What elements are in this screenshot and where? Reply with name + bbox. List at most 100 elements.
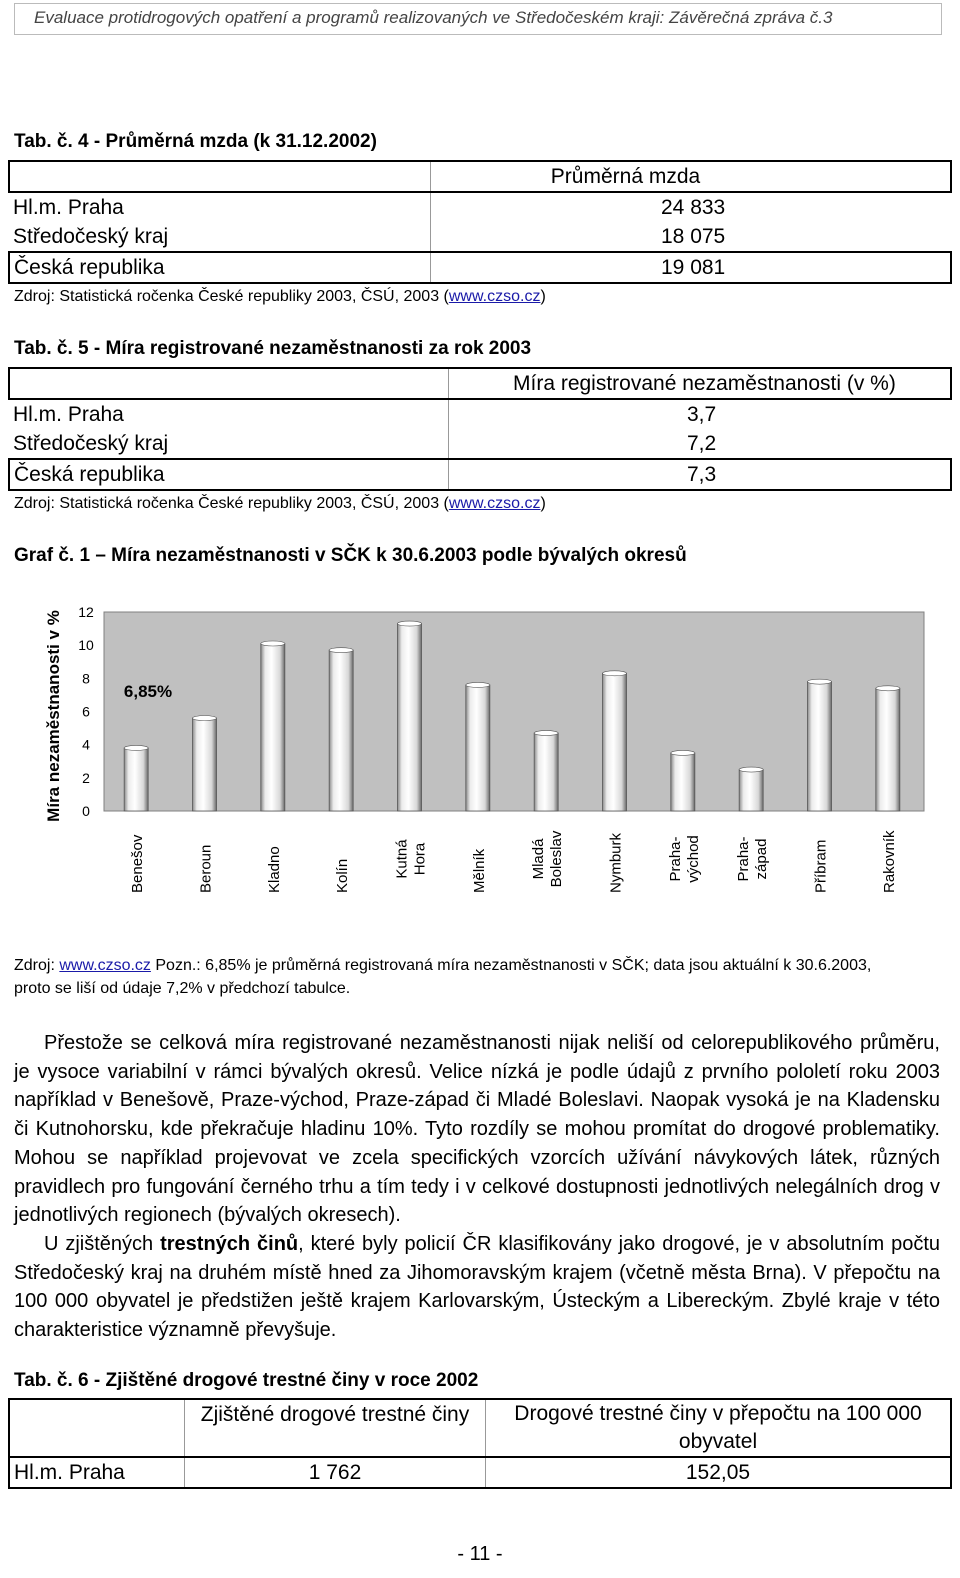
paragraph: Přestože se celková míra registrované ne… <box>14 1032 940 1227</box>
bar <box>738 769 764 812</box>
bar <box>192 717 217 812</box>
x-tick-label-line: Praha- <box>667 836 684 881</box>
x-tick-label: Kladno <box>266 846 283 893</box>
x-tick-label-line: Kutná <box>394 839 411 879</box>
tab4-row-value: 19 081 <box>661 256 726 279</box>
tab5-col-header: Míra registrované nezaměstnanosti (v %) <box>513 372 896 395</box>
x-tick-label: Kolín <box>334 859 351 893</box>
bar-top <box>260 640 286 647</box>
x-tick-label-line: Praha- <box>735 836 752 881</box>
source-text: Zdroj: Statistická ročenka České republi… <box>14 288 449 305</box>
x-tick-label-line: západ <box>753 839 770 880</box>
y-tick-label: 12 <box>78 604 94 620</box>
bar <box>875 687 901 812</box>
source-text: ) <box>540 495 546 512</box>
average-annotation: 6,85% <box>124 682 172 701</box>
paragraph-text: , které byly policií ČR klasifikovány ja… <box>14 1232 941 1342</box>
source-text: ) <box>540 288 546 305</box>
tab5-row-value: 7,2 <box>687 432 717 455</box>
tab6-row-v1: 1 762 <box>184 1457 486 1488</box>
x-tick-label-line: Mladá <box>530 838 547 880</box>
graf-title: Graf č. 1 – Míra nezaměstnanosti v SČK k… <box>14 545 687 566</box>
y-axis-label: Míra nezaměstnanosti v % <box>44 610 63 822</box>
bar-top <box>123 745 149 751</box>
paragraph: U zjištěných trestných činů, které byly … <box>14 1230 940 1345</box>
tab5-row-value: 3,7 <box>687 403 717 426</box>
tab4-row-value: 18 075 <box>661 225 726 248</box>
x-tick-label-line: Nymburk <box>608 832 625 893</box>
tab4-source: Zdroj: Statistická ročenka České republi… <box>14 288 546 306</box>
x-tick-label-line: Boleslav <box>548 830 565 887</box>
x-tick-label: Benešov <box>129 834 146 893</box>
note-text: Pozn.: 6,85% je průměrná registrovaná mí… <box>150 957 872 974</box>
plot-area <box>103 611 925 812</box>
tab4-table: Průměrná mzda Hl.m. Praha 24 833 Středoč… <box>8 160 952 284</box>
x-tick-label-line: Mělník <box>471 848 488 893</box>
tab5-row-label: Česká republika <box>9 459 449 490</box>
bar-top <box>738 766 764 773</box>
y-tick-label: 8 <box>82 670 90 686</box>
czso-link[interactable]: www.czso.cz <box>448 495 541 512</box>
bar-top <box>397 620 422 627</box>
tab5-title: Tab. č. 5 - Míra registrované nezaměstna… <box>14 338 532 359</box>
note-text: Zdroj: <box>14 957 60 974</box>
bar <box>260 643 286 812</box>
bar-top <box>875 685 901 692</box>
tab6-table: Zjištěné drogové trestné činy Drogové tr… <box>8 1398 952 1489</box>
x-tick-label-line: Kladno <box>266 846 283 893</box>
source-text: Zdroj: Statistická ročenka České republi… <box>14 495 449 512</box>
bar-top <box>533 730 559 736</box>
czso-link[interactable]: www.czso.cz <box>448 288 541 305</box>
x-tick-label: Rakovník <box>881 830 898 893</box>
bar-top <box>670 750 696 756</box>
y-tick-label: 4 <box>82 737 90 753</box>
bar <box>602 672 627 812</box>
tab6-row-v2: 152,05 <box>685 1461 751 1484</box>
tab4-row-label: Hl.m. Praha <box>9 192 431 222</box>
tab6-col2-header: Drogové trestné činy v přepočtu na 100 0… <box>514 1402 922 1453</box>
bar <box>465 684 491 812</box>
x-tick-label-line: Příbram <box>813 840 830 893</box>
chart-area: Míra nezaměstnanosti v % 0 2 4 6 8 10 12 Benešov… <box>18 578 931 946</box>
tab4-row-value: 24 833 <box>661 196 726 219</box>
tab5-row-label: Hl.m. Praha <box>9 399 449 429</box>
bar <box>397 623 422 812</box>
tab6-row-label: Hl.m. Praha <box>9 1457 185 1488</box>
tab5-row-label: Středočeský kraj <box>9 429 449 459</box>
x-tick-label-line: Kolín <box>334 859 351 893</box>
y-tick-label: 2 <box>82 770 90 786</box>
tab4-row-label: Středočeský kraj <box>9 222 431 252</box>
czso-link[interactable]: www.czso.cz <box>59 957 151 974</box>
x-tick-label-line: Rakovník <box>881 830 898 893</box>
page-number: - 11 - <box>457 1543 503 1565</box>
paragraph-text: U zjištěných <box>44 1232 161 1255</box>
tab5-row-value: 7,3 <box>687 463 717 486</box>
x-tick-label-line: východ <box>685 835 702 883</box>
y-tick-label: 10 <box>78 637 94 653</box>
bar <box>123 747 149 812</box>
tab4-title: Tab. č. 4 - Průměrná mzda (k 31.12.2002) <box>14 131 377 152</box>
x-tick-label: Nymburk <box>608 832 625 893</box>
tab4-col-header: Průměrná mzda <box>550 165 701 188</box>
x-tick-label: Mladá Boleslav <box>530 830 565 887</box>
tab4-row-label: Česká republika <box>9 252 431 283</box>
tab6-title: Tab. č. 6 - Zjištěné drogové trestné čin… <box>14 1370 479 1391</box>
x-tick-label: Praha-západ <box>735 836 770 881</box>
bar-top <box>807 678 832 685</box>
tab5-source: Zdroj: Statistická ročenka České republi… <box>14 495 546 513</box>
x-tick-label-line: Hora <box>412 842 429 875</box>
tab6-col1-header: Zjištěné drogové trestné činy <box>184 1399 486 1457</box>
bar <box>533 732 559 812</box>
graf-note-line2: proto se liší od údaje 7,2% v předchozí … <box>14 980 351 997</box>
x-tick-label-line: Benešov <box>129 834 146 893</box>
x-tick-label-line: Beroun <box>198 845 215 893</box>
graf-note: Zdroj: www.czso.cz Pozn.: 6,85% je průmě… <box>14 957 871 975</box>
bar-top <box>465 682 491 688</box>
tab5-table: Míra registrované nezaměstnanosti (v %) … <box>8 367 952 491</box>
bar <box>328 649 354 812</box>
x-tick-label: Mělník <box>471 848 488 893</box>
x-tick-label: Příbram <box>813 840 830 893</box>
bar-top <box>328 647 354 653</box>
bar-top <box>602 670 627 677</box>
unemployment-bar-chart: Míra nezaměstnanosti v % 0 2 4 6 8 10 12 Benešov… <box>44 604 925 893</box>
